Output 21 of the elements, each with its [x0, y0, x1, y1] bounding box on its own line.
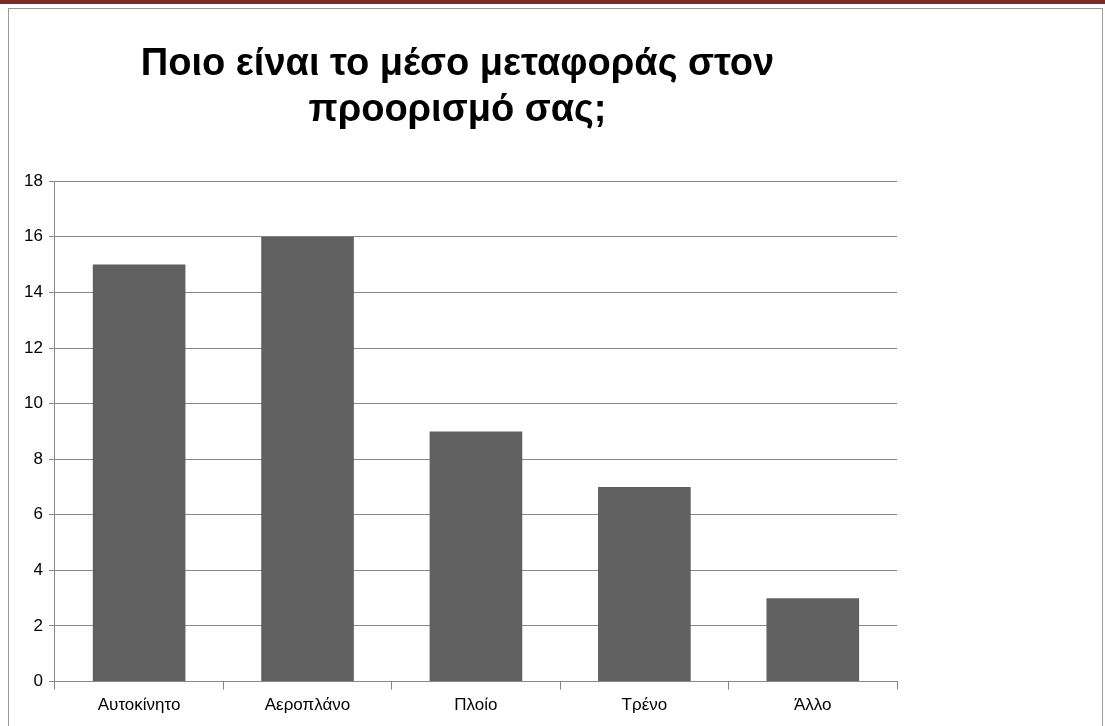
- x-tick-label: Άλλο: [794, 695, 832, 715]
- bar: [261, 236, 354, 682]
- x-tick-label: Αεροπλάνο: [264, 695, 351, 715]
- y-tick-label: 0: [33, 671, 43, 691]
- y-tick-label: 10: [23, 393, 43, 413]
- chart-title: Ποιο είναι το μέσο μεταφοράς στον προορισμό σας;: [140, 41, 775, 129]
- x-tick-label: Αυτοκίνητο: [97, 695, 181, 715]
- x-tick-label: Πλοίο: [454, 695, 498, 715]
- bar: [92, 264, 186, 682]
- y-tick-label: 8: [33, 448, 43, 468]
- x-tick-label: Τρένο: [621, 695, 668, 715]
- y-tick-label: 4: [33, 560, 43, 580]
- y-tick-label: 12: [23, 337, 43, 357]
- y-tick-label: 18: [23, 170, 43, 190]
- y-tick-label: 2: [33, 615, 43, 635]
- bar: [766, 598, 860, 682]
- y-tick-label: 16: [23, 226, 43, 246]
- y-tick-label: 14: [23, 282, 43, 302]
- bar: [429, 431, 523, 682]
- y-tick-label: 6: [33, 504, 43, 524]
- bar: [598, 487, 691, 682]
